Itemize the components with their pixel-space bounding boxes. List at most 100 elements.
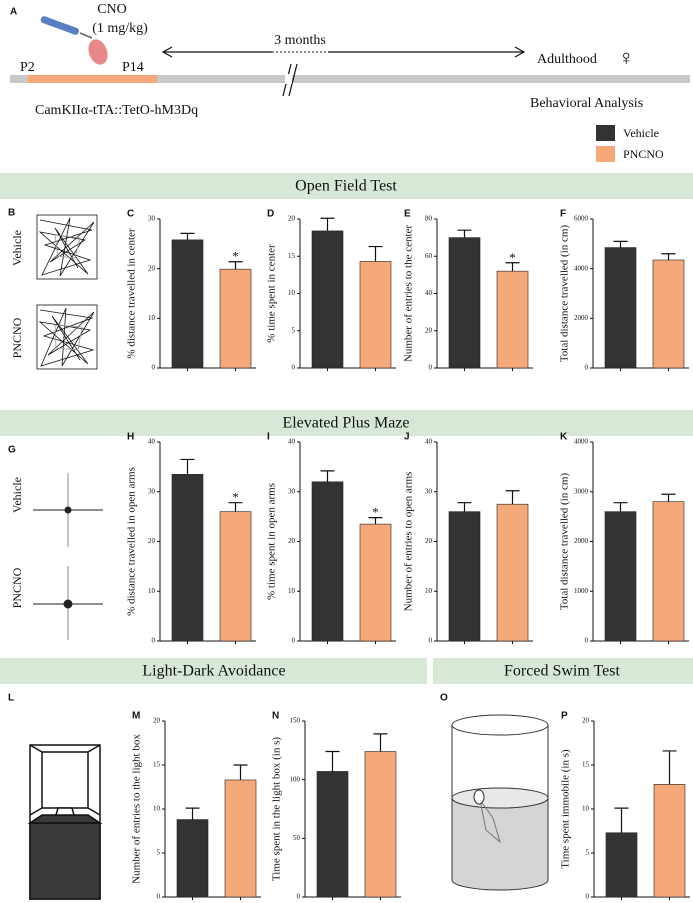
legend-swatch [596, 146, 615, 162]
bar [359, 261, 392, 369]
y-axis-label: Number of entries to the center [403, 225, 415, 362]
panel-label: C [127, 209, 134, 220]
y-tick-label: 5 [292, 326, 296, 334]
y-tick-label: 0 [157, 893, 161, 901]
y-tick-label: 20 [148, 264, 156, 272]
y-tick-label: 80 [425, 215, 433, 223]
y-tick-label: 60 [425, 252, 433, 260]
error-bar [325, 750, 340, 772]
sex-symbol: ♀ [618, 45, 635, 70]
y-tick-label: 0 [586, 893, 590, 901]
error-bar [661, 253, 676, 260]
row-label: Vehicle [10, 230, 24, 266]
y-tick-label: 10 [148, 587, 156, 595]
panel-label: D [267, 209, 274, 220]
panel-label: L [8, 693, 14, 704]
section-title: Elevated Plus Maze [282, 415, 409, 432]
adulthood-label: Adulthood [537, 52, 597, 67]
analysis-label: Behavioral Analysis [530, 96, 643, 111]
panel-label: P [561, 711, 568, 722]
y-tick-label: 50 [293, 834, 301, 842]
panel-label: H [127, 432, 134, 443]
y-axis-label: Number of entries to open arms [403, 472, 415, 612]
error-bar [613, 240, 628, 248]
bar [171, 239, 204, 369]
y-tick-label: 2000 [574, 314, 589, 322]
y-axis-label: Time spent in the light box (in s) [271, 737, 283, 881]
panel-label: I [267, 432, 270, 443]
bar [448, 511, 481, 642]
row-label: PNCNO [10, 567, 24, 608]
y-tick-label: 30 [425, 487, 433, 495]
y-tick-label: 40 [425, 438, 433, 446]
start-label: P2 [20, 60, 35, 75]
timeline [10, 75, 690, 83]
panel-label: A [10, 7, 17, 18]
significance-mark: * [372, 505, 379, 520]
track-plot [36, 214, 98, 370]
y-tick-label: 0 [429, 364, 433, 372]
bar [653, 784, 686, 898]
y-tick-label: 0 [585, 637, 589, 645]
y-tick-label: 10 [582, 805, 590, 813]
treatment-window [28, 75, 157, 83]
bar [652, 501, 685, 642]
genotype-label: CamKIIα-tTA::TetO-hM3Dq [35, 103, 198, 118]
y-tick-label: 0 [429, 637, 433, 645]
y-axis-label: Total distance travelled (in cm) [559, 225, 571, 363]
panel-label: M [132, 711, 140, 722]
bar [219, 511, 252, 642]
y-tick-label: 20 [288, 537, 296, 545]
bar [496, 503, 529, 642]
y-tick-label: 15 [582, 761, 590, 769]
y-tick-label: 5 [157, 849, 161, 857]
y-tick-label: 20 [288, 215, 296, 223]
timeline-break [282, 63, 298, 97]
panel-label: J [404, 432, 410, 443]
y-tick-label: 1000 [574, 587, 589, 595]
significance-mark: * [509, 250, 516, 265]
y-axis-label: % time spent in open arms [266, 483, 278, 600]
row-label: Vehicle [10, 477, 24, 513]
error-bar [228, 261, 243, 270]
error-bar [368, 245, 383, 262]
panel-label: N [272, 711, 279, 722]
error-bar [457, 229, 472, 238]
error-bar [320, 217, 335, 231]
section-title: Forced Swim Test [504, 663, 620, 680]
legend-label: PNCNO [623, 147, 664, 161]
y-tick-label: 0 [297, 893, 301, 901]
duration-arrow [161, 46, 526, 58]
cno-label: CNO [97, 2, 127, 17]
legend-label: Vehicle [623, 126, 659, 140]
y-axis-label: Time spent immobile (in s) [560, 749, 572, 869]
y-axis-label: Total distance travelled (in cm) [559, 473, 571, 611]
panel-label: G [8, 445, 16, 456]
y-tick-label: 0 [292, 364, 296, 372]
bar [605, 832, 638, 898]
section-band [0, 658, 427, 684]
bar [604, 511, 637, 642]
error-bar [180, 232, 195, 240]
error-bar [373, 733, 388, 752]
legend-swatch [596, 125, 615, 141]
significance-mark: * [232, 490, 239, 505]
bar [604, 247, 637, 369]
y-tick-label: 20 [148, 537, 156, 545]
y-tick-label: 20 [153, 717, 161, 725]
bar [311, 230, 344, 369]
y-axis-label: Number of entries to the light box [131, 734, 143, 884]
panel-label: F [560, 209, 566, 220]
y-tick-label: 0 [152, 364, 156, 372]
y-tick-label: 10 [148, 314, 156, 322]
panel-label: O [440, 693, 448, 704]
bar [496, 270, 529, 369]
y-tick-label: 3000 [574, 487, 589, 495]
y-tick-label: 15 [288, 252, 296, 260]
maze-track [33, 473, 103, 640]
y-tick-label: 30 [148, 487, 156, 495]
y-tick-label: 0 [152, 637, 156, 645]
significance-mark: * [232, 249, 239, 264]
y-tick-label: 6000 [574, 215, 589, 223]
